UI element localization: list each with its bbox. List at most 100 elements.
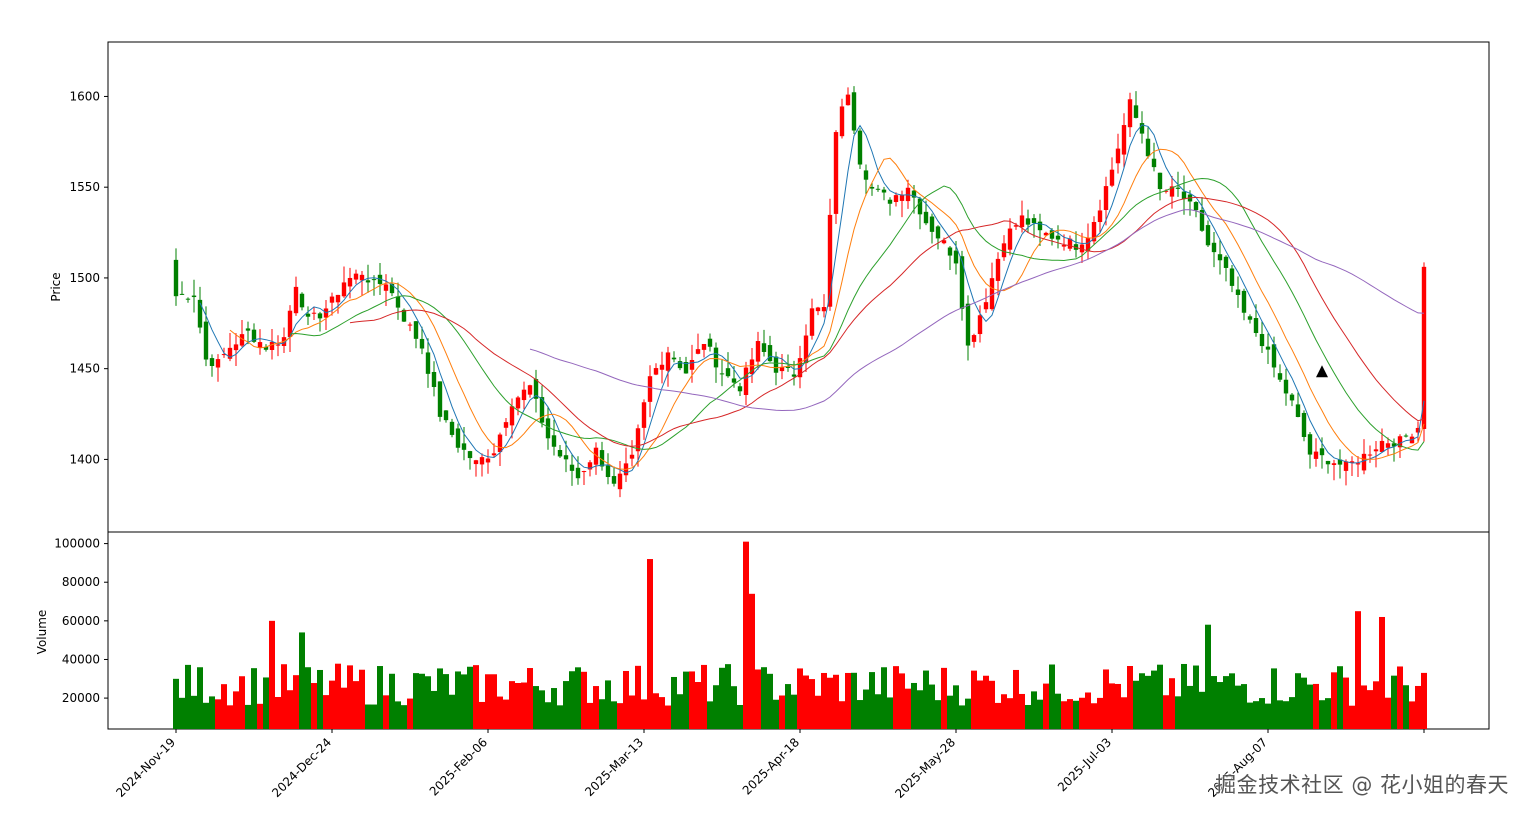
volume-bar bbox=[833, 674, 839, 729]
candle-body bbox=[767, 345, 773, 362]
candle-body bbox=[407, 324, 413, 326]
volume-bar bbox=[683, 671, 689, 729]
candle-body bbox=[1175, 187, 1181, 189]
price-plot-frame bbox=[107, 41, 1490, 533]
candle-body bbox=[1037, 221, 1043, 231]
candle-body bbox=[1091, 221, 1097, 242]
volume-bar bbox=[245, 704, 251, 729]
candle-body bbox=[1391, 443, 1397, 447]
price-tick-label: 1600 bbox=[69, 89, 100, 103]
candle-body bbox=[365, 280, 371, 283]
volume-bar bbox=[1421, 672, 1427, 729]
candle-body bbox=[827, 214, 833, 307]
candle-body bbox=[965, 303, 971, 346]
volume-bar bbox=[1199, 691, 1205, 729]
volume-bar bbox=[467, 666, 473, 729]
candle-body bbox=[1379, 440, 1385, 452]
ma5-line bbox=[199, 124, 1425, 474]
candle-body bbox=[917, 198, 923, 215]
candle-body bbox=[953, 250, 959, 264]
volume-bar bbox=[1205, 624, 1211, 729]
candle-body bbox=[497, 434, 503, 453]
volume-bar bbox=[743, 541, 749, 729]
candle-body bbox=[593, 447, 599, 465]
volume-bar bbox=[479, 701, 485, 729]
volume-bar bbox=[1289, 697, 1295, 729]
candle-body bbox=[833, 132, 839, 214]
candle-body bbox=[263, 346, 269, 350]
candle-body bbox=[191, 295, 197, 298]
volume-bar bbox=[809, 679, 815, 729]
volume-bar bbox=[431, 690, 437, 729]
volume-bar bbox=[731, 686, 737, 729]
volume-bar bbox=[863, 689, 869, 729]
watermark-text: 掘金技术社区 @ 花小姐的春天 bbox=[1215, 773, 1509, 797]
volume-bar bbox=[1373, 681, 1379, 729]
candle-body bbox=[1319, 448, 1325, 456]
candle-body bbox=[1001, 243, 1007, 258]
candle-body bbox=[941, 240, 947, 244]
candle-body bbox=[971, 335, 977, 342]
candle-body bbox=[1025, 218, 1031, 225]
volume-bar bbox=[305, 667, 311, 729]
volume-bar bbox=[359, 669, 365, 729]
volume-bar bbox=[1049, 664, 1055, 729]
price-axis-label: Price bbox=[49, 272, 63, 301]
candle-body bbox=[1367, 454, 1373, 456]
candle-body bbox=[587, 462, 593, 470]
candle-body bbox=[809, 308, 815, 336]
price-tick-label: 1550 bbox=[69, 180, 100, 194]
candle-body bbox=[401, 309, 407, 322]
candle-body bbox=[233, 344, 239, 351]
volume-bar bbox=[587, 702, 593, 729]
candle-body bbox=[857, 130, 863, 165]
candle-body bbox=[851, 92, 857, 131]
candle-body bbox=[785, 366, 791, 368]
volume-bar bbox=[197, 667, 203, 729]
volume-bar bbox=[1271, 668, 1277, 729]
volume-bar bbox=[641, 699, 647, 729]
volume-bar bbox=[917, 690, 923, 729]
volume-bar bbox=[713, 685, 719, 729]
volume-bar bbox=[1109, 683, 1115, 729]
ma60-line bbox=[529, 209, 1425, 412]
volume-bar bbox=[1187, 685, 1193, 729]
volume-bar bbox=[953, 685, 959, 729]
candle-body bbox=[797, 358, 803, 378]
candle-body bbox=[725, 368, 731, 377]
volume-bar bbox=[425, 676, 431, 729]
volume-bar bbox=[1385, 697, 1391, 729]
volume-tick-label: 60000 bbox=[62, 614, 100, 628]
volume-bar bbox=[827, 677, 833, 729]
candle-body bbox=[1307, 434, 1313, 455]
volume-bar bbox=[797, 668, 803, 729]
volume-bar bbox=[791, 694, 797, 729]
volume-bar bbox=[923, 670, 929, 729]
volume-bar bbox=[1001, 694, 1007, 729]
volume-bar bbox=[257, 703, 263, 729]
volume-bar bbox=[947, 695, 953, 729]
candle-body bbox=[1043, 232, 1049, 236]
price-tick-label: 1450 bbox=[69, 362, 100, 376]
candle-body bbox=[1157, 172, 1163, 190]
candle-body bbox=[1223, 256, 1229, 268]
candle-body bbox=[1253, 318, 1259, 334]
candle-body bbox=[203, 321, 209, 360]
volume-bar bbox=[1295, 673, 1301, 729]
volume-bar bbox=[1043, 683, 1049, 729]
volume-bar bbox=[1259, 698, 1265, 729]
volume-bar bbox=[1367, 690, 1373, 729]
volume-bar bbox=[581, 671, 587, 729]
volume-bar bbox=[215, 699, 221, 729]
candle-body bbox=[947, 247, 953, 256]
candle-body bbox=[1109, 169, 1115, 186]
volume-bar bbox=[1037, 699, 1043, 729]
volume-bar bbox=[725, 664, 731, 729]
candle-body bbox=[893, 195, 899, 203]
volume-bar bbox=[605, 680, 611, 729]
volume-bar bbox=[899, 673, 905, 729]
volume-bar bbox=[419, 673, 425, 729]
candle-body bbox=[599, 450, 605, 467]
candle-body bbox=[791, 374, 797, 377]
volume-bar bbox=[1085, 692, 1091, 729]
